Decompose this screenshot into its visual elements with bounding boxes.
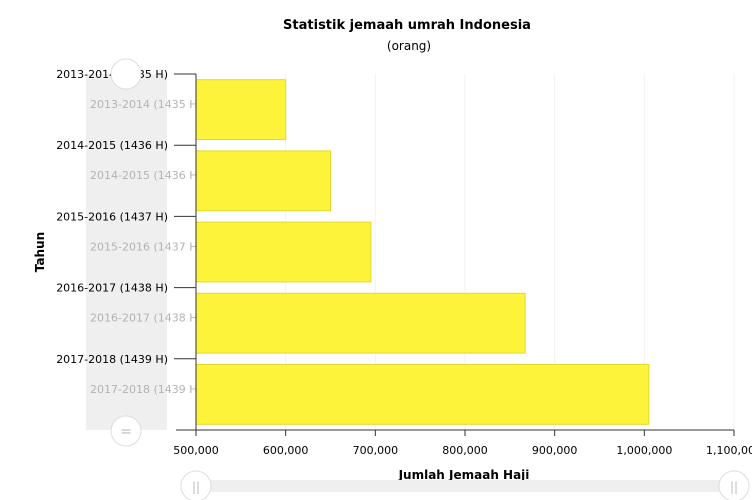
x-tick-label: 900,000 — [532, 444, 578, 457]
category-label: 2016-2017 (1438 H) — [56, 282, 168, 295]
x-tick-label: 1,000,000 — [616, 444, 672, 457]
category-labels: 2013-2014 (1435 H)2014-2015 (1436 H)2015… — [56, 68, 196, 366]
category-label: 2015-2016 (1437 H) — [56, 210, 168, 223]
bar[interactable] — [195, 292, 526, 354]
x-axis-title: Jumlah Jemaah Haji — [398, 468, 530, 482]
navigator-category-label: 2014-2015 (1436 H) — [90, 169, 202, 182]
navigator-category-label: 2017-2018 (1439 H) — [90, 383, 202, 396]
navigator-category-label: 2013-2014 (1435 H) — [90, 98, 202, 111]
x-tick-label: 600,000 — [263, 444, 309, 457]
horizontal-scroll-handle-right[interactable]: || — [718, 470, 750, 500]
grip-lines-icon: || — [730, 480, 738, 494]
navigator-labels: 2013-2014 (1435 H) 2014-2015 (1436 H) 2015… — [90, 98, 202, 396]
bar[interactable] — [195, 221, 372, 283]
x-axis-ticks: 500,000 600,000 700,000 800,000 900,000 1,000… — [173, 430, 752, 457]
vertical-scroll-handle-bottom[interactable]: = — [110, 415, 142, 447]
navigator-category-label: 2016-2017 (1438 H) — [90, 312, 202, 325]
navigator-category-label: 2015-2016 (1437 H) — [90, 240, 202, 253]
category-label: 2017-2018 (1439 H) — [56, 353, 168, 366]
x-tick-label: 500,000 — [173, 444, 219, 457]
x-tick-label: 800,000 — [442, 444, 488, 457]
horizontal-scroll-handle-left[interactable]: || — [180, 470, 212, 500]
grip-lines-icon: || — [192, 480, 200, 494]
bar[interactable] — [195, 363, 650, 425]
category-label: 2014-2015 (1436 H) — [56, 139, 168, 152]
bar[interactable] — [195, 79, 287, 141]
vertical-scroll-handle-top[interactable] — [110, 58, 142, 90]
x-tick-label: 700,000 — [353, 444, 399, 457]
vertical-scrollbar-track[interactable] — [86, 74, 167, 430]
chart-title: Statistik jemaah umrah Indonesia — [283, 18, 531, 33]
bar-layer — [195, 79, 650, 425]
chart-subtitle: (orang) — [387, 39, 431, 53]
bar[interactable] — [195, 150, 331, 212]
y-axis-title: Tahun — [33, 232, 47, 272]
grip-lines-icon: = — [120, 424, 132, 440]
x-tick-label: 1,100,000 — [706, 444, 752, 457]
horizontal-scrollbar-track[interactable] — [196, 480, 734, 492]
